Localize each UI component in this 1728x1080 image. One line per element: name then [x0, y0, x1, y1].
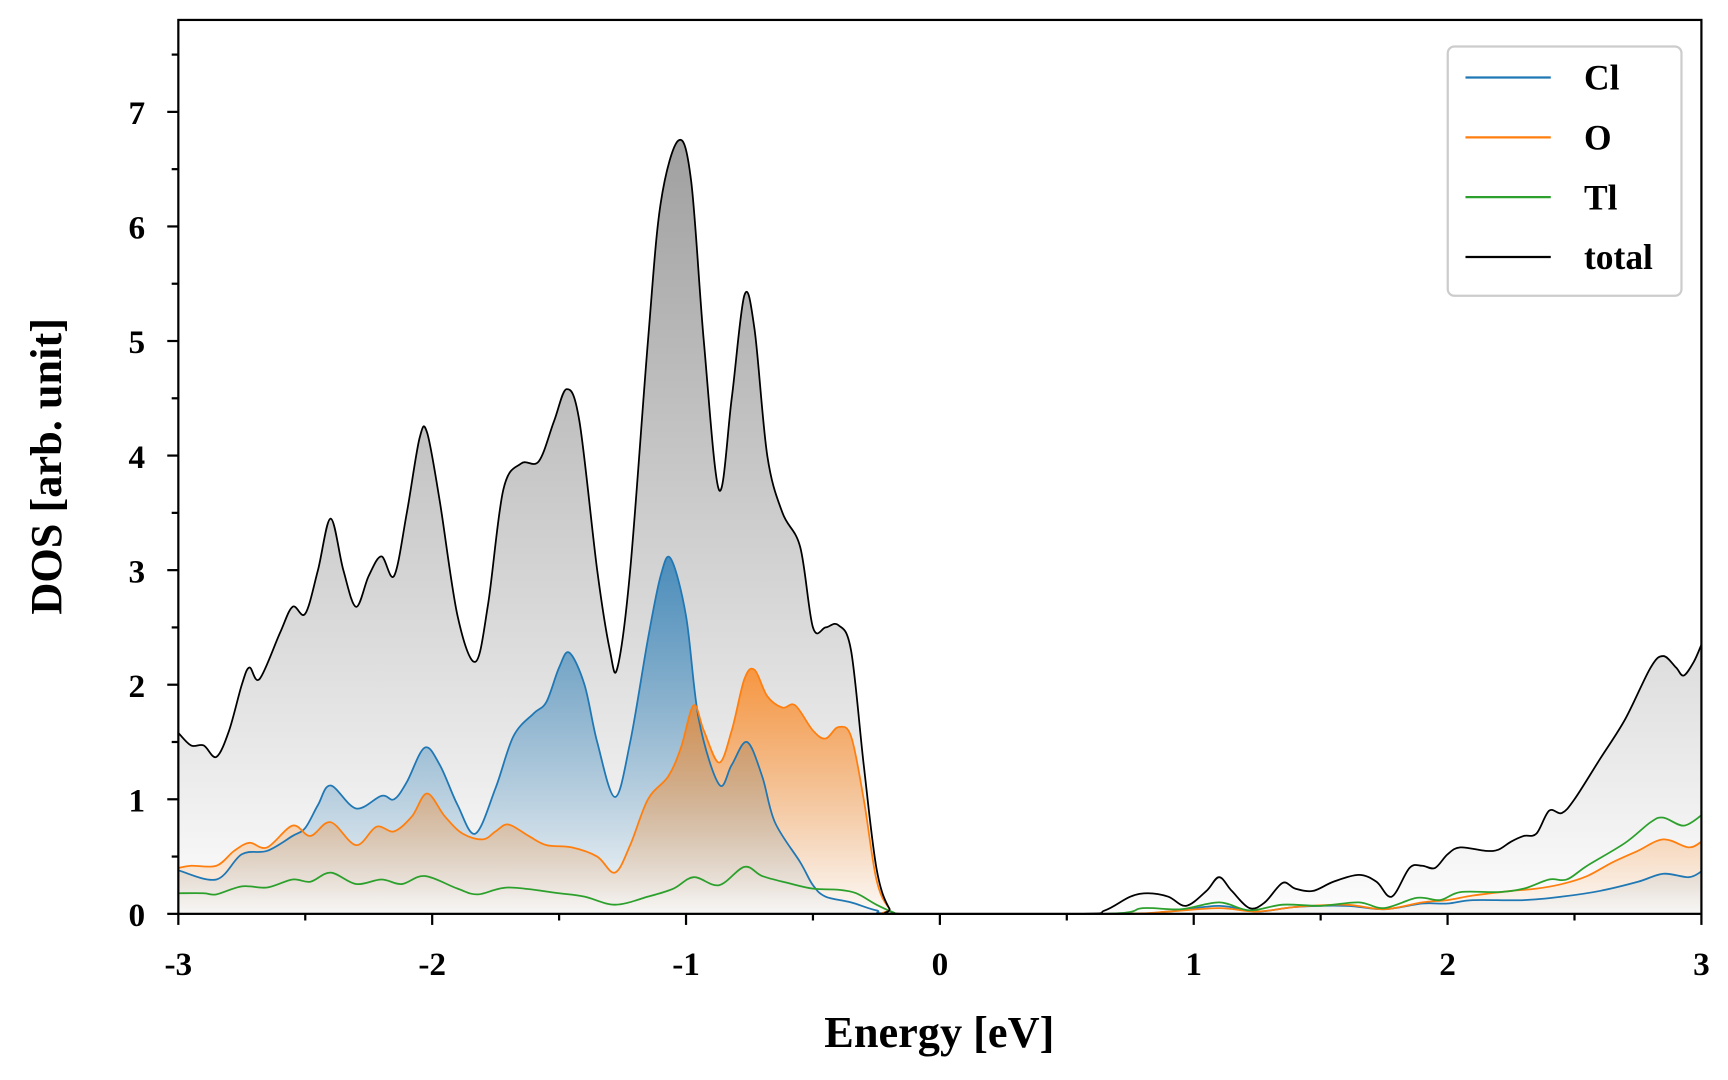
y-tick-label: 7 — [128, 95, 145, 132]
y-tick-label: 0 — [128, 897, 145, 934]
x-axis-label: Energy [eV] — [824, 1008, 1054, 1057]
series-line-o — [178, 667, 1702, 915]
y-tick-label: 5 — [128, 324, 145, 361]
x-tick-label: 2 — [1439, 946, 1456, 983]
area-fill-cl — [178, 556, 1702, 914]
x-tick-label: 1 — [1185, 946, 1202, 983]
y-axis: 0 1 2 3 4 5 6 7 — [128, 53, 179, 934]
x-tick-label: -2 — [418, 946, 446, 983]
legend-label-o: O — [1584, 118, 1612, 158]
series-lines — [177, 138, 1703, 915]
x-tick-label: -1 — [672, 946, 700, 983]
legend: Cl O Tl total — [1446, 45, 1683, 297]
x-axis: -3 -2 -1 0 1 2 3 — [165, 913, 1710, 983]
y-tick-label: 6 — [128, 210, 145, 247]
x-tick-label: 0 — [932, 946, 949, 983]
legend-label-total: total — [1584, 237, 1653, 277]
y-tick-label: 1 — [128, 782, 145, 819]
x-tick-label: -3 — [165, 946, 193, 983]
y-tick-label: 3 — [128, 553, 145, 590]
series-line-tl — [178, 814, 1702, 915]
y-tick-label: 4 — [128, 439, 145, 476]
legend-box — [1446, 45, 1683, 297]
series-line-total — [177, 138, 1703, 915]
x-tick-label: 3 — [1693, 946, 1710, 983]
series-fills — [178, 139, 1702, 914]
y-tick-label: 2 — [128, 668, 145, 705]
legend-label-cl: Cl — [1584, 58, 1620, 98]
legend-label-tl: Tl — [1584, 177, 1618, 217]
area-fill-o — [178, 668, 1702, 914]
y-axis-label: DOS [arb. unit] — [22, 318, 71, 615]
